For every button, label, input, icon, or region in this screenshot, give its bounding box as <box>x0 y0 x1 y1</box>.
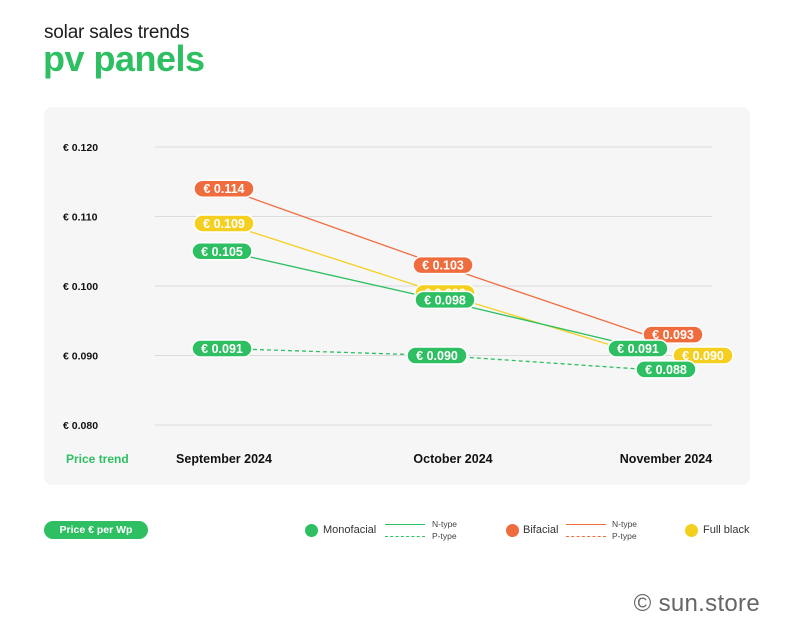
x-tick-label: September 2024 <box>176 452 272 466</box>
y-tick-label: € 0.080 <box>63 420 98 432</box>
data-label-pill <box>414 290 476 310</box>
bifacial-ptype-label: P-type <box>612 531 637 541</box>
copyright-text: © sun.store <box>633 590 760 617</box>
bifacial-legend-dot <box>506 524 519 537</box>
unit-label-pill: Price € per Wp <box>44 521 148 539</box>
data-label: € 0.109 <box>203 217 245 231</box>
data-label: € 0.091 <box>617 342 659 356</box>
data-label: € 0.093 <box>652 328 694 342</box>
data-label: € 0.114 <box>203 182 244 196</box>
bifacial-ntype-label: N-type <box>612 519 638 529</box>
data-label: € 0.103 <box>422 259 464 273</box>
data-label: € 0.090 <box>682 349 724 363</box>
y-tick-label: € 0.120 <box>63 142 98 154</box>
chart-subtitle: solar sales trends <box>44 22 190 43</box>
monofacial-ntype-label: N-type <box>432 519 458 529</box>
data-label-pill <box>191 339 253 358</box>
x-tick-label: October 2024 <box>413 452 492 466</box>
monofacial-ntype-line-sample <box>385 524 425 525</box>
data-label: € 0.090 <box>416 349 458 363</box>
monofacial-ptype-label: P-type <box>432 531 457 541</box>
full-black-legend-label: Full black <box>703 524 750 536</box>
monofacial-ptype-line-sample <box>385 536 425 537</box>
data-label-pill <box>193 214 255 233</box>
x-axis-label: Price trend <box>66 452 129 466</box>
bifacial-ptype-line-sample <box>566 536 606 537</box>
data-label-pill <box>406 346 468 365</box>
chart-panel <box>44 107 750 485</box>
data-label: € 0.098 <box>424 293 466 307</box>
series-line <box>224 347 646 371</box>
chart-title: pv panels <box>43 38 205 79</box>
data-label-pill <box>672 346 734 365</box>
bifacial-ntype-line-sample <box>566 524 606 525</box>
monofacial-legend-dot <box>305 524 318 537</box>
x-tick-label: November 2024 <box>620 452 712 466</box>
data-label-pill <box>412 255 474 275</box>
data-label: € 0.091 <box>201 342 243 356</box>
full-black-legend-dot <box>685 524 698 537</box>
data-label-pill <box>642 325 704 344</box>
data-label: € 0.105 <box>201 245 243 259</box>
data-label-pill <box>191 242 253 261</box>
y-tick-label: € 0.100 <box>63 281 98 293</box>
monofacial-legend-label: Monofacial <box>323 524 377 536</box>
y-tick-label: € 0.110 <box>63 212 98 224</box>
data-label: € 0.088 <box>645 363 687 377</box>
data-label-pill <box>635 360 697 379</box>
y-tick-label: € 0.090 <box>63 351 98 363</box>
data-label-pill <box>193 179 255 198</box>
bifacial-legend-label: Bifacial <box>523 524 559 536</box>
data-label-pill <box>607 339 669 358</box>
